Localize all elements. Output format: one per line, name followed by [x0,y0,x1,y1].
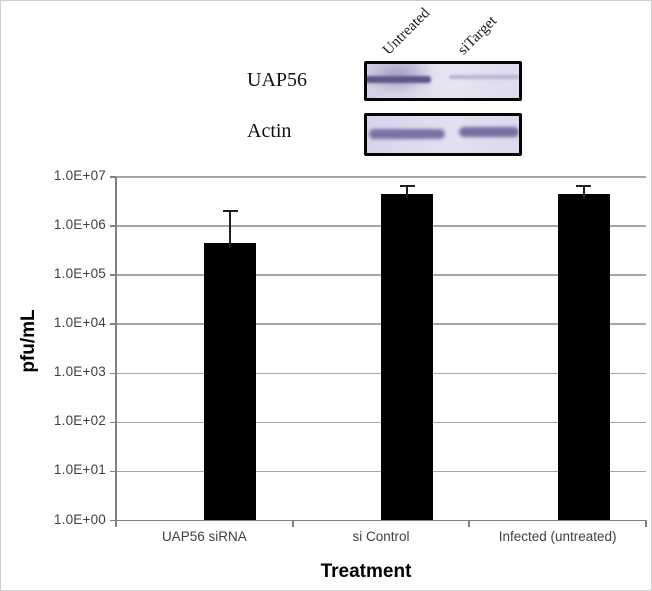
error-bar [229,211,232,249]
y-tick [110,323,116,325]
error-bar [406,186,408,199]
error-bar [582,186,585,199]
lane-label-sitarget: siTarget [454,13,501,59]
x-axis-title: Treatment [320,561,412,582]
y-tick-label: 1.0E+00 [53,511,106,527]
blot-row-label-uap56: UAP56 [247,69,308,91]
actin-sitarget-band [459,127,519,137]
y-tick [110,470,116,473]
x-tick [468,520,471,527]
uap56-untreated-band [367,76,431,83]
y-tick-label: 1.0E+01 [53,462,106,478]
error-bar-cap [399,185,415,188]
error-bar-cap [576,185,592,188]
bar [557,194,610,521]
y-axis-title: pfu/mL [18,309,39,373]
x-category-label: Infected (untreated) [498,529,617,544]
blot-row-label-actin: Actin [247,120,292,142]
y-tick [110,225,116,227]
y-tick-label: 1.0E+02 [53,413,106,429]
lane-label-untreated: Untreated [379,5,434,59]
y-tick-label: 1.0E+05 [53,266,106,282]
x-axis-line [115,519,647,522]
y-tick [110,372,116,375]
x-category-label: UAP56 siRNA [161,529,247,544]
x-tick [645,520,647,527]
y-tick-label: 1.0E+04 [53,315,106,331]
x-category-label: si Control [352,529,410,544]
y-tick [110,519,116,522]
y-tick-label: 1.0E+03 [53,364,106,380]
y-tick-label: 1.0E+07 [53,168,106,183]
error-bar-cap [222,210,238,213]
uap56-sitarget-band [449,75,519,79]
actin-blot-panel [364,113,522,156]
actin-untreated-band [369,129,445,139]
x-tick [291,520,294,527]
y-axis-line [115,177,117,523]
bar [381,194,433,521]
y-tick [110,176,116,178]
gridline [116,176,646,178]
uap56-blot-panel [364,61,522,101]
y-tick [110,421,116,424]
x-tick [115,520,117,527]
bar [204,243,257,521]
y-tick [110,274,116,276]
y-tick-label: 1.0E+06 [53,217,106,233]
